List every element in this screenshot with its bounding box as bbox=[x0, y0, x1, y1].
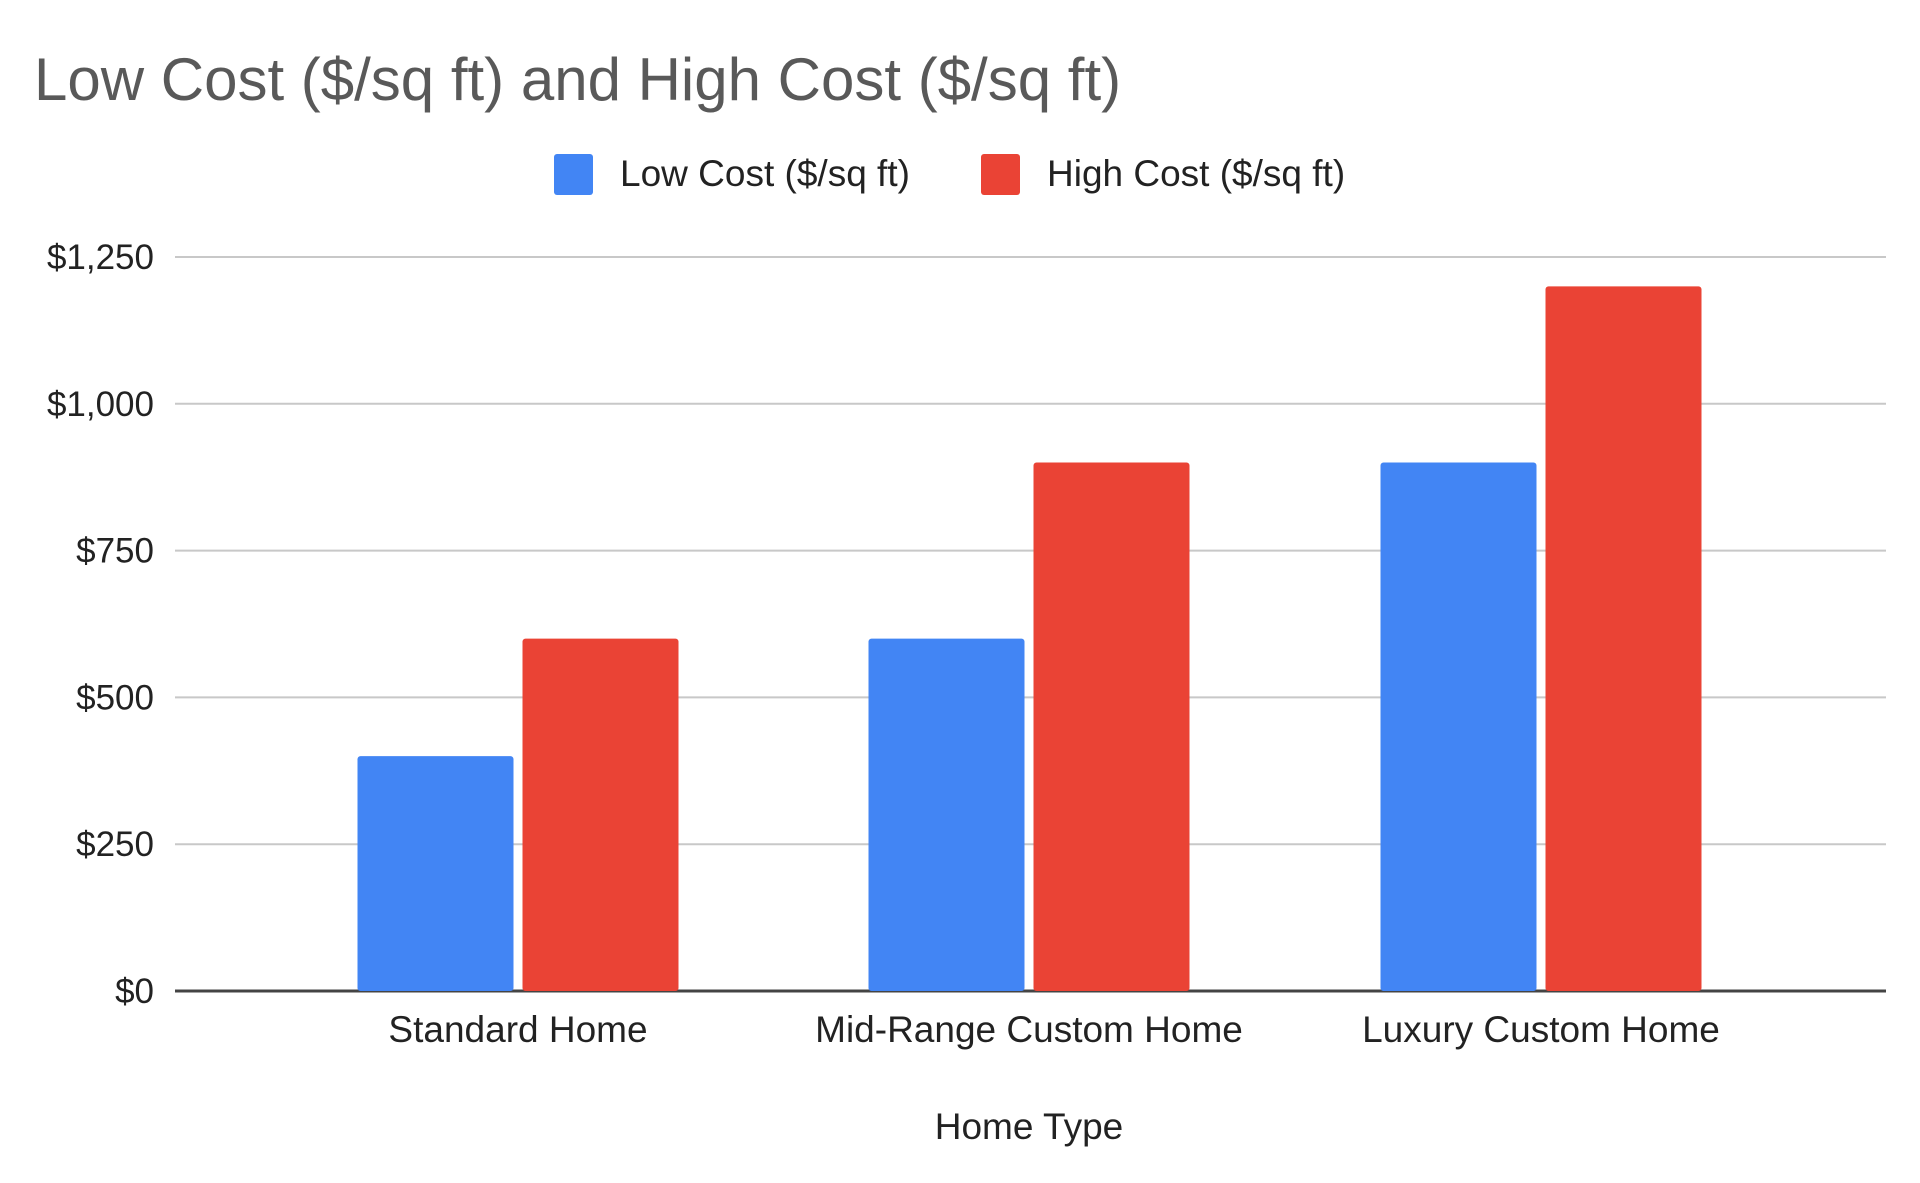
y-tick-label: $500 bbox=[76, 678, 154, 717]
legend-swatch-low-cost bbox=[554, 154, 593, 195]
legend: Low Cost ($/sq ft) High Cost ($/sq ft) bbox=[554, 153, 1345, 195]
x-axis-title: Home Type bbox=[935, 1106, 1124, 1147]
bar-high-cost bbox=[522, 638, 679, 991]
y-tick-label: $1,000 bbox=[47, 385, 154, 424]
x-tick-label: Standard Home bbox=[388, 1009, 647, 1050]
y-tick-label: $1,250 bbox=[47, 238, 154, 277]
x-tick-label: Luxury Custom Home bbox=[1362, 1009, 1720, 1050]
bar-high-cost bbox=[1545, 286, 1702, 991]
legend-label-low-cost: Low Cost ($/sq ft) bbox=[620, 153, 910, 194]
bar-low-cost bbox=[1380, 462, 1537, 991]
bar-low-cost bbox=[357, 756, 514, 991]
chart-title: Low Cost ($/sq ft) and High Cost ($/sq f… bbox=[34, 46, 1121, 113]
bar-low-cost bbox=[868, 638, 1025, 991]
legend-label-high-cost: High Cost ($/sq ft) bbox=[1047, 153, 1345, 194]
y-tick-label: $0 bbox=[115, 972, 154, 1011]
y-tick-label: $250 bbox=[76, 825, 154, 864]
y-tick-label: $750 bbox=[76, 532, 154, 571]
x-tick-label: Mid-Range Custom Home bbox=[815, 1009, 1243, 1050]
bar-high-cost bbox=[1033, 462, 1190, 991]
legend-swatch-high-cost bbox=[981, 154, 1020, 195]
